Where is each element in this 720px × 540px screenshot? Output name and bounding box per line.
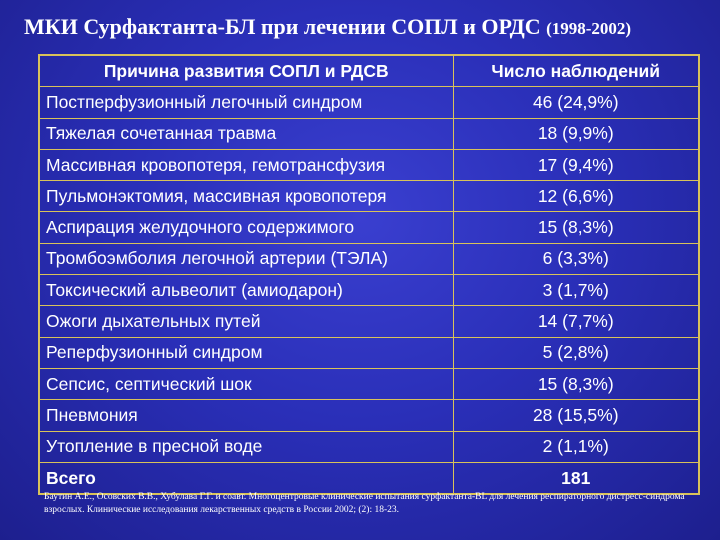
row-count: 18 (9,9%)	[452, 117, 700, 150]
row-cause: Пульмонэктомия, массивная кровопотеря	[38, 180, 454, 213]
row-count: 17 (9,4%)	[452, 148, 700, 182]
header-cause: Причина развития СОПЛ и РДСВ	[38, 54, 454, 88]
row-count: 15 (8,3%)	[452, 367, 700, 401]
row-count: 15 (8,3%)	[452, 211, 700, 244]
slide-title: МКИ Сурфактанта-БЛ при лечении СОПЛ и ОР…	[24, 14, 714, 40]
row-count: 2 (1,1%)	[452, 430, 700, 463]
row-cause: Реперфузионный синдром	[38, 336, 454, 369]
row-cause: Постперфузионный легочный синдром	[38, 86, 454, 119]
table-header-row: Причина развития СОПЛ и РДСВ Число наблю…	[38, 54, 700, 88]
row-cause: Аспирация желудочного содержимого	[38, 211, 454, 244]
row-count: 46 (24,9%)	[452, 86, 700, 119]
table-row: Постперфузионный легочный синдром 46 (24,…	[38, 86, 700, 119]
table-row: Ожоги дыхательных путей 14 (7,7%)	[38, 305, 700, 338]
row-count: 5 (2,8%)	[452, 336, 700, 369]
table-row: Утопление в пресной воде 2 (1,1%)	[38, 430, 700, 463]
slide-title-main: МКИ Сурфактанта-БЛ при лечении СОПЛ и ОР…	[24, 14, 541, 39]
source-citation: Баутин А.Е., Осовских В.В., Хубулава Г.Г…	[44, 492, 685, 515]
causes-table: Причина развития СОПЛ и РДСВ Число наблю…	[38, 54, 700, 496]
row-cause: Токсический альвеолит (амиодарон)	[38, 274, 454, 307]
row-count: 3 (1,7%)	[452, 274, 700, 307]
row-cause: Ожоги дыхательных путей	[38, 305, 454, 338]
row-count: 6 (3,3%)	[452, 242, 700, 276]
row-count: 14 (7,7%)	[452, 305, 700, 338]
total-label: Всего	[38, 461, 454, 495]
table-row: Реперфузионный синдром 5 (2,8%)	[38, 336, 700, 369]
row-cause: Массивная кровопотеря, гемотрансфузия	[38, 148, 454, 182]
table-row: Аспирация желудочного содержимого 15 (8,3…	[38, 211, 700, 244]
table-row: Массивная кровопотеря, гемотрансфузия 17 …	[38, 148, 700, 182]
row-cause: Пневмония	[38, 399, 454, 432]
row-count: 12 (6,6%)	[452, 180, 700, 213]
slide-title-years: (1998-2002)	[546, 19, 632, 38]
table-row: Пульмонэктомия, массивная кровопотеря 12 …	[38, 180, 700, 213]
table-row: Пневмония 28 (15,5%)	[38, 399, 700, 432]
header-count: Число наблюдений	[452, 54, 700, 88]
row-cause: Сепсис, септический шок	[38, 367, 454, 401]
table-row: Тяжелая сочетанная травма 18 (9,9%)	[38, 117, 700, 150]
row-count: 28 (15,5%)	[452, 399, 700, 432]
row-cause: Утопление в пресной воде	[38, 430, 454, 463]
total-value: 181	[452, 461, 700, 495]
total-row: Всего 181	[38, 461, 700, 495]
table-row: Сепсис, септический шок 15 (8,3%)	[38, 367, 700, 401]
table-row: Токсический альвеолит (амиодарон) 3 (1,7%…	[38, 274, 700, 307]
table-row: Тромбоэмболия легочной артерии (ТЭЛА) 6 (…	[38, 242, 700, 276]
row-cause: Тромбоэмболия легочной артерии (ТЭЛА)	[38, 242, 454, 276]
row-cause: Тяжелая сочетанная травма	[38, 117, 454, 150]
